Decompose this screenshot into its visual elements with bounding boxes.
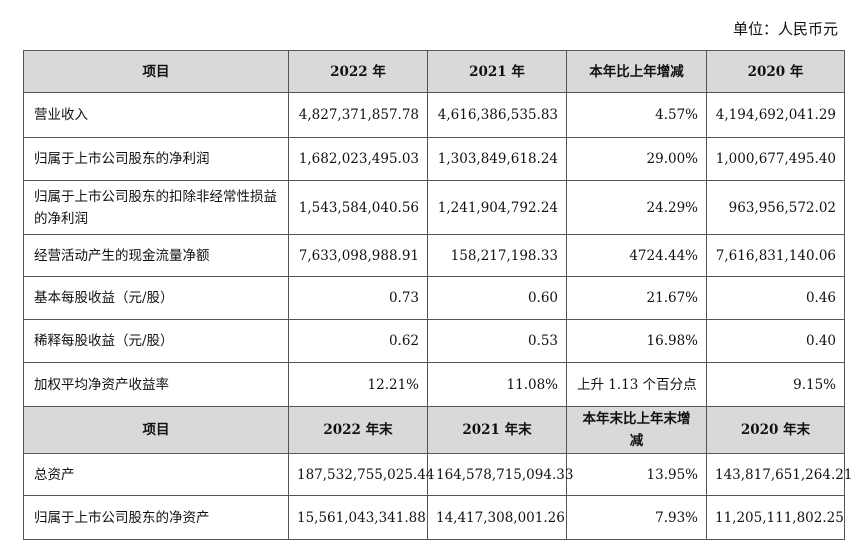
header-cell: 项目 bbox=[23, 406, 289, 454]
table-row: 经营活动产生的现金流量净额 7,633,098,988.91 158,217,1… bbox=[23, 234, 845, 277]
value-2021: 0.53 bbox=[427, 319, 567, 363]
value-2021: 1,241,904,792.24 bbox=[427, 180, 567, 235]
value-2020: 0.40 bbox=[706, 319, 845, 363]
value-change: 29.00% bbox=[566, 137, 707, 181]
row-label: 经营活动产生的现金流量净额 bbox=[23, 234, 289, 277]
value-2022: 1,543,584,040.56 bbox=[288, 180, 428, 235]
value-2021: 158,217,198.33 bbox=[427, 234, 567, 277]
table-row: 加权平均净资产收益率 12.21% 11.08% 上升 1.13 个百分点 9.… bbox=[23, 362, 845, 407]
value-2022: 187,532,755,025.44 bbox=[288, 453, 434, 496]
value-2022: 4,827,371,857.78 bbox=[288, 92, 428, 138]
table-header: 项目 2022 年末 2021 年末 本年末比上年末增减 2020 年末 bbox=[23, 406, 845, 454]
value-2021: 14,417,308,001.26 bbox=[427, 495, 567, 540]
header-cell: 2021 年末 bbox=[427, 406, 567, 454]
value-2022: 1,682,023,495.03 bbox=[288, 137, 428, 181]
row-label: 归属于上市公司股东的净资产 bbox=[23, 495, 289, 540]
value-2020: 11,205,111,802.25 bbox=[706, 495, 845, 540]
header-cell: 2020 年 bbox=[706, 50, 845, 93]
table-row: 归属于上市公司股东的净利润 1,682,023,495.03 1,303,849… bbox=[23, 137, 845, 181]
value-2020: 0.46 bbox=[706, 276, 845, 320]
header-cell: 项目 bbox=[23, 50, 289, 93]
value-2020: 1,000,677,495.40 bbox=[706, 137, 845, 181]
row-label: 稀释每股收益（元/股） bbox=[23, 319, 289, 363]
table-header: 项目 2022 年 2021 年 本年比上年增减 2020 年 bbox=[23, 50, 845, 93]
value-2021: 164,578,715,094.33 bbox=[427, 453, 573, 496]
value-2020: 143,817,651,264.21 bbox=[706, 453, 852, 496]
row-label: 归属于上市公司股东的扣除非经常性损益的净利润 bbox=[23, 180, 289, 235]
value-change: 24.29% bbox=[566, 180, 707, 235]
value-2022: 0.73 bbox=[288, 276, 428, 320]
table-row: 稀释每股收益（元/股） 0.62 0.53 16.98% 0.40 bbox=[23, 319, 845, 363]
value-2020: 7,616,831,140.06 bbox=[706, 234, 845, 277]
unit-label: 单位：人民币元 bbox=[732, 20, 838, 38]
value-change: 4.57% bbox=[566, 92, 707, 138]
value-change: 7.93% bbox=[566, 495, 707, 540]
header-cell: 本年比上年增减 bbox=[566, 50, 707, 93]
value-2022: 7,633,098,988.91 bbox=[288, 234, 428, 277]
header-cell: 2020 年末 bbox=[706, 406, 845, 454]
value-2021: 11.08% bbox=[427, 362, 567, 407]
table-row: 归属于上市公司股东的扣除非经常性损益的净利润 1,543,584,040.56 … bbox=[23, 180, 845, 235]
table-row: 营业收入 4,827,371,857.78 4,616,386,535.83 4… bbox=[23, 92, 845, 138]
header-cell: 2022 年 bbox=[288, 50, 428, 93]
row-label: 归属于上市公司股东的净利润 bbox=[23, 137, 289, 181]
table-row: 归属于上市公司股东的净资产 15,561,043,341.88 14,417,3… bbox=[23, 495, 845, 540]
value-2021: 0.60 bbox=[427, 276, 567, 320]
row-label: 营业收入 bbox=[23, 92, 289, 138]
value-2022: 12.21% bbox=[288, 362, 428, 407]
value-2021: 1,303,849,618.24 bbox=[427, 137, 567, 181]
value-change: 4724.44% bbox=[566, 234, 707, 277]
financial-table: 项目 2022 年 2021 年 本年比上年增减 2020 年 营业收入 4,8… bbox=[23, 50, 852, 540]
value-2020: 4,194,692,041.29 bbox=[706, 92, 845, 138]
table-row: 基本每股收益（元/股） 0.73 0.60 21.67% 0.46 bbox=[23, 276, 845, 320]
value-change: 16.98% bbox=[566, 319, 707, 363]
row-label: 基本每股收益（元/股） bbox=[23, 276, 289, 320]
value-2020: 963,956,572.02 bbox=[706, 180, 845, 235]
value-2020: 9.15% bbox=[706, 362, 845, 407]
value-2022: 0.62 bbox=[288, 319, 428, 363]
table-row: 总资产 187,532,755,025.44 164,578,715,094.3… bbox=[23, 453, 852, 496]
value-2021: 4,616,386,535.83 bbox=[427, 92, 567, 138]
header-cell: 2022 年末 bbox=[288, 406, 428, 454]
value-change: 21.67% bbox=[566, 276, 707, 320]
value-change: 13.95% bbox=[566, 453, 707, 496]
row-label: 加权平均净资产收益率 bbox=[23, 362, 289, 407]
value-2022: 15,561,043,341.88 bbox=[288, 495, 428, 540]
row-label: 总资产 bbox=[23, 453, 289, 496]
value-change: 上升 1.13 个百分点 bbox=[566, 362, 707, 407]
header-cell: 本年末比上年末增减 bbox=[566, 406, 707, 454]
header-cell: 2021 年 bbox=[427, 50, 567, 93]
